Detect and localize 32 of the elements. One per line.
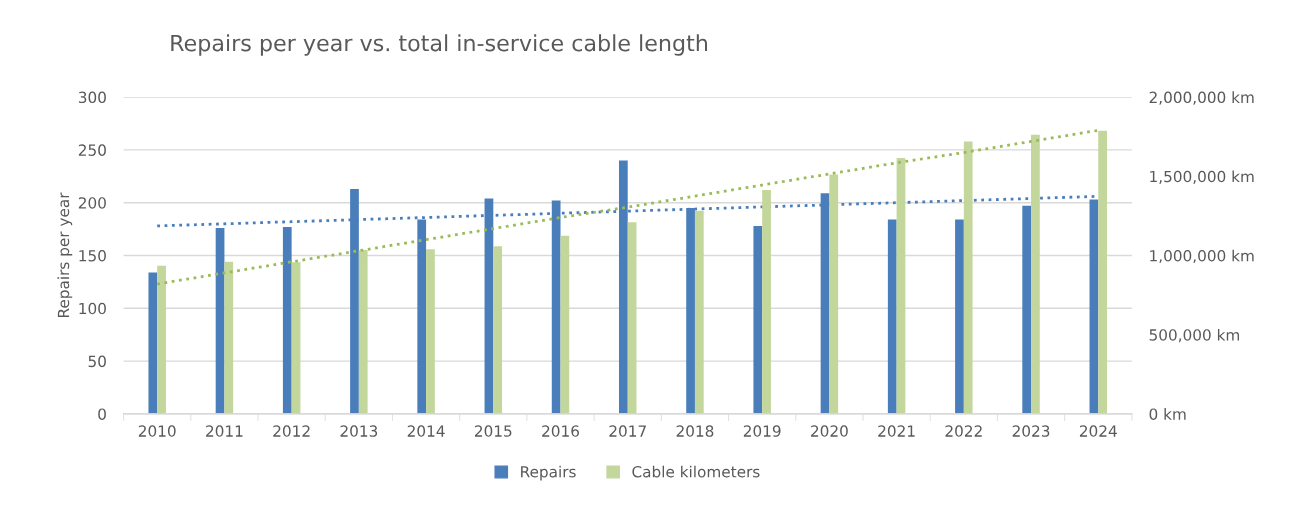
legend-label: Cable kilometers (632, 465, 760, 478)
x-tick-label: 2023 (1012, 425, 1050, 437)
x-tick-label: 2024 (1079, 425, 1117, 437)
legend-label: Repairs (521, 465, 576, 481)
y-tick-label: 150 (79, 249, 106, 262)
x-tick-label: 2021 (878, 425, 915, 437)
y2-tick-label: 0 km (1149, 408, 1186, 420)
y-tick-label: 200 (78, 197, 106, 209)
y-tick-label: 100 (79, 302, 106, 315)
x-tick-label: 2010 (138, 425, 176, 437)
y-tick-label: 300 (78, 91, 106, 104)
x-tick-label: 2014 (407, 425, 445, 437)
x-tick-label: 2020 (811, 425, 848, 437)
x-tick-label: 2015 (474, 425, 512, 437)
y2-tick-label: 2,000,000 km (1149, 91, 1254, 105)
x-tick-label: 2011 (206, 425, 243, 437)
x-tick-label: 2016 (542, 425, 579, 437)
x-tick-label: 2013 (340, 425, 378, 437)
x-tick-label: 2012 (273, 425, 310, 437)
y2-tick-label: 1,000,000 km (1150, 249, 1254, 264)
y2-tick-label: 1,500,000 km (1150, 170, 1254, 184)
x-tick-label: 2017 (609, 425, 646, 437)
x-tick-label: 2018 (676, 425, 714, 437)
x-tick-label: 2022 (945, 425, 982, 437)
y2-tick-label: 500,000 km (1149, 328, 1239, 343)
y-axis-title: Repairs per year (57, 192, 73, 318)
line-series (155, 128, 1100, 286)
y-tick-label: 250 (78, 144, 106, 156)
x-tick-label: 2019 (743, 425, 781, 437)
y-tick-label: 0 (98, 408, 106, 420)
y-tick-label: 50 (88, 355, 106, 368)
chart-title: Repairs per year vs. total in-service cable length (171, 34, 708, 56)
